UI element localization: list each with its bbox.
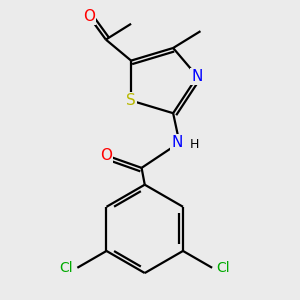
Text: N: N [172, 135, 183, 150]
Text: S: S [126, 93, 136, 108]
Text: H: H [190, 138, 199, 151]
Text: Cl: Cl [216, 261, 230, 275]
Text: O: O [83, 9, 95, 24]
Text: N: N [192, 69, 203, 84]
Text: O: O [100, 148, 112, 163]
Text: Cl: Cl [59, 261, 73, 275]
